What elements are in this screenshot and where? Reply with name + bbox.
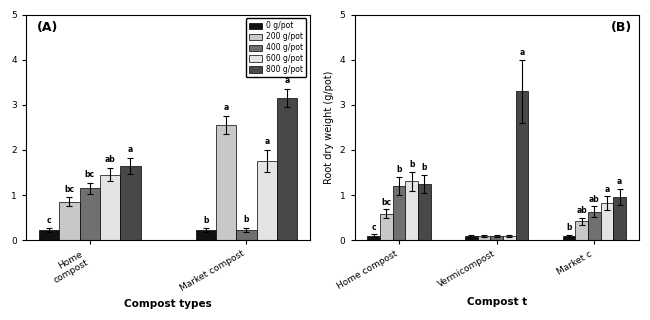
Bar <box>79 188 100 240</box>
X-axis label: Compost types: Compost types <box>124 299 212 309</box>
Text: ab: ab <box>589 195 600 204</box>
Bar <box>478 236 490 240</box>
Bar <box>614 197 626 240</box>
Bar <box>380 214 393 240</box>
Text: ab: ab <box>105 155 116 164</box>
Bar <box>196 230 216 240</box>
Bar <box>216 125 236 240</box>
Text: a: a <box>519 48 525 57</box>
Bar <box>418 184 431 240</box>
Bar <box>575 221 588 240</box>
Bar <box>601 203 614 240</box>
Legend: 0 g/pot, 200 g/pot, 400 g/pot, 600 g/pot, 800 g/pot: 0 g/pot, 200 g/pot, 400 g/pot, 600 g/pot… <box>246 19 306 77</box>
Bar <box>39 230 59 240</box>
Bar <box>59 202 79 240</box>
Text: a: a <box>285 76 290 85</box>
Bar <box>236 230 257 240</box>
Bar <box>562 236 575 240</box>
Text: c: c <box>47 216 51 225</box>
Text: (A): (A) <box>37 21 58 34</box>
Bar <box>120 166 140 240</box>
Text: b: b <box>566 223 571 232</box>
Text: ab: ab <box>576 206 587 215</box>
Bar <box>393 186 406 240</box>
Text: bc: bc <box>64 185 75 194</box>
Bar <box>588 212 601 240</box>
Text: bc: bc <box>84 170 95 179</box>
X-axis label: Compost t: Compost t <box>467 297 526 307</box>
Text: a: a <box>224 103 229 113</box>
Bar <box>503 236 515 240</box>
Text: b: b <box>396 165 402 174</box>
Text: a: a <box>128 145 133 154</box>
Text: b: b <box>203 216 209 225</box>
Text: a: a <box>604 185 610 194</box>
Bar <box>367 236 380 240</box>
Bar <box>515 91 528 240</box>
Text: a: a <box>617 178 622 187</box>
Text: b: b <box>409 160 415 169</box>
Bar <box>406 181 418 240</box>
Bar <box>465 236 478 240</box>
Bar <box>257 161 277 240</box>
Bar <box>490 236 503 240</box>
Text: a: a <box>264 137 269 146</box>
Text: b: b <box>422 163 427 172</box>
Text: (B): (B) <box>610 21 632 34</box>
Text: bc: bc <box>382 198 391 207</box>
Y-axis label: Root dry weight (g/pot): Root dry weight (g/pot) <box>324 71 334 184</box>
Text: c: c <box>371 223 376 232</box>
Bar <box>100 175 120 240</box>
Bar <box>277 98 297 240</box>
Text: b: b <box>244 215 249 224</box>
